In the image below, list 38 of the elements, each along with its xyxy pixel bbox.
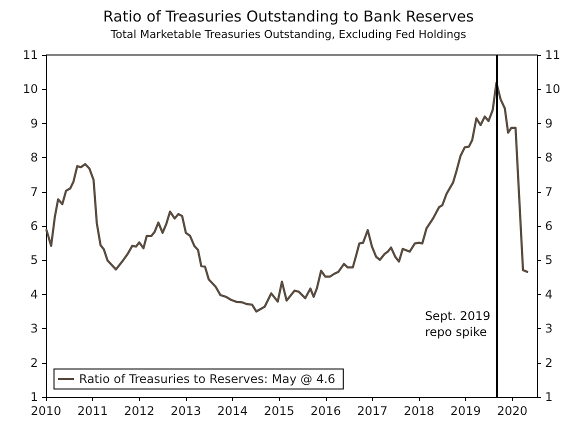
y2-tick-label: 4 — [545, 287, 553, 302]
x-tick-label: 2013 — [170, 404, 202, 418]
y-tick-label: 8 — [30, 150, 38, 165]
y2-tick-label: 5 — [545, 253, 553, 268]
y2-tick-label: 10 — [545, 82, 560, 96]
y2-tick-label: 7 — [545, 184, 553, 199]
y-tick-label: 11 — [22, 48, 38, 62]
x-tick-label: 2017 — [357, 404, 388, 418]
line-series — [45, 82, 528, 313]
y2-tick-label: 6 — [545, 219, 553, 233]
y2-tick-label: 3 — [545, 322, 553, 336]
y-tick-label: 10 — [22, 82, 38, 96]
y2-tick-label: 9 — [545, 116, 553, 130]
ref-line-label: Sept. 2019 repo spike — [424, 309, 490, 339]
x-tick-label: 2011 — [77, 404, 108, 418]
x-tick-label: 2020 — [497, 404, 528, 418]
y2-tick-label: 11 — [545, 48, 560, 62]
x-tick-label: 2018 — [404, 404, 434, 418]
y2-tick-label: 8 — [545, 150, 553, 165]
y-tick-label: 9 — [30, 116, 38, 130]
y-tick-label: 2 — [30, 356, 38, 370]
x-tick-label: 2016 — [310, 404, 342, 418]
x-tick-label: 2019 — [450, 404, 481, 418]
chart-subtitle: Total Marketable Treasuries Outstanding, Excluding Fed Holdings — [110, 28, 467, 41]
chart-title: Ratio of Treasuries Outstanding to Bank Reserves — [103, 8, 474, 26]
y-tick-label: 5 — [30, 253, 38, 268]
x-tick-label: 2012 — [124, 404, 155, 418]
x-tick-label: 2010 — [30, 404, 62, 418]
y2-tick-label: 2 — [545, 356, 553, 370]
legend-label: Ratio of Treasuries to Reserves: May @ 4.6 — [79, 372, 336, 386]
y-tick-label: 6 — [30, 219, 38, 233]
y-tick-label: 7 — [30, 184, 38, 199]
y-tick-label: 3 — [30, 322, 38, 336]
y2-tick-label: 1 — [545, 390, 553, 404]
x-tick-label: 2014 — [217, 404, 248, 418]
y-tick-label: 1 — [30, 390, 38, 404]
x-tick-label: 2015 — [264, 404, 294, 418]
y-tick-label: 4 — [30, 287, 38, 302]
